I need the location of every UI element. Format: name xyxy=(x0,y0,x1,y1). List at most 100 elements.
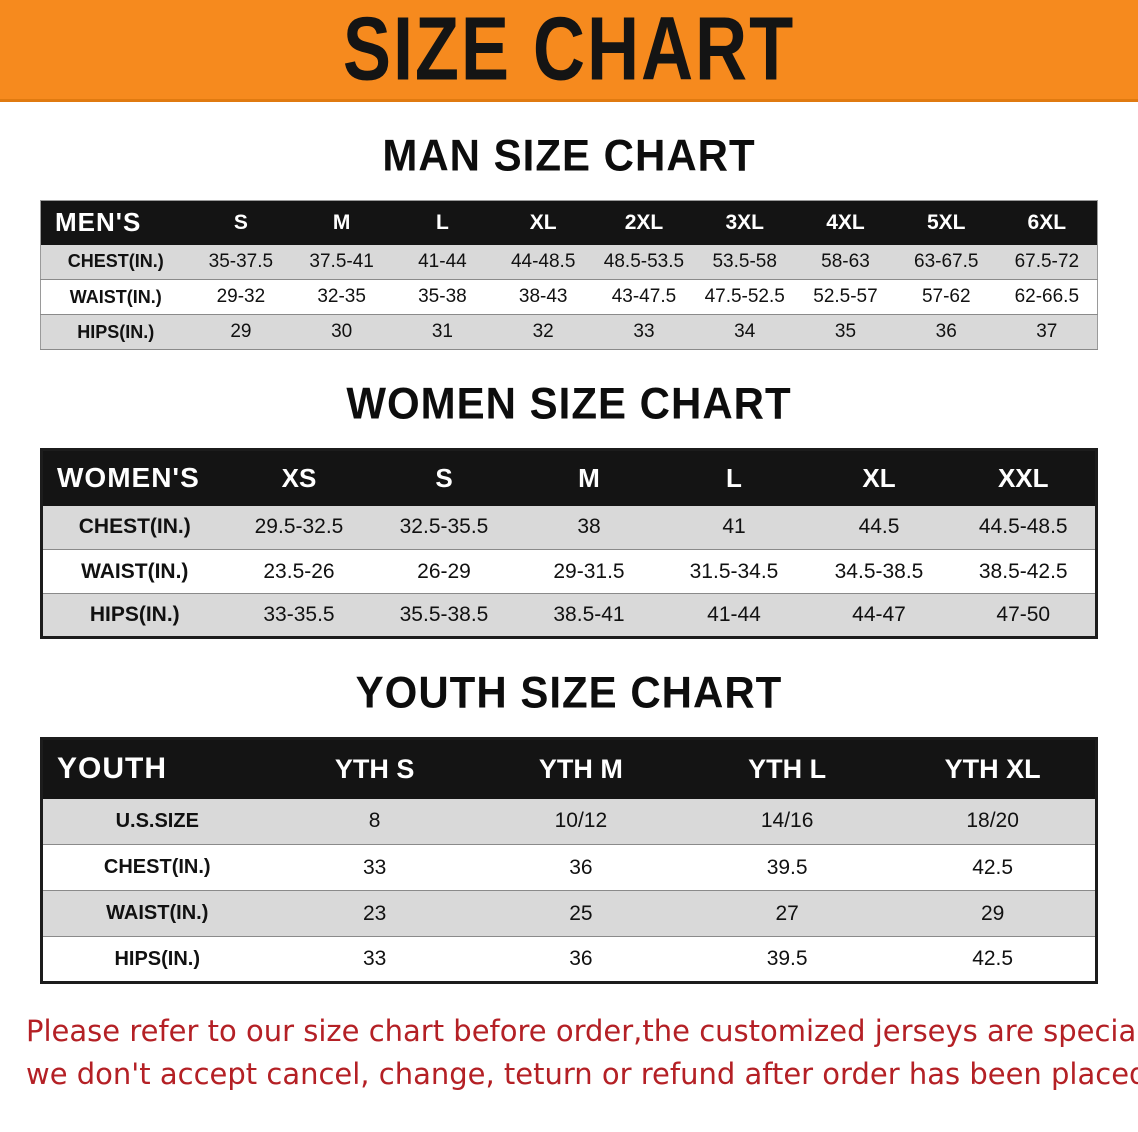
table-cell: 34 xyxy=(734,321,756,342)
table-row: WAIST(IN.) 29-32 32-35 35-38 38-43 43-47.5 47.… xyxy=(40,279,1098,315)
table-cell: 35.5-38.5 xyxy=(399,603,489,626)
row-label: WAIST(IN.) xyxy=(106,902,209,924)
row-label: WAIST(IN.) xyxy=(81,559,189,583)
banner: SIZE CHART xyxy=(0,0,1138,102)
men-size-table: MEN'S S M L XL 2XL 3XL 4XL 5XL 6XL CHEST(IN.) 35-37… xyxy=(40,200,1098,350)
table-row: HIPS(IN.) 33-35.5 35.5-38.5 38.5-41 41-44 44-… xyxy=(41,593,1097,638)
women-section-heading: WOMEN SIZE CHART xyxy=(346,378,792,429)
table-cell: 43-47.5 xyxy=(611,286,677,307)
table-row: HIPS(IN.) 29 30 31 32 33 34 35 36 37 xyxy=(40,314,1098,350)
table-cell: 39.5 xyxy=(766,947,808,970)
note-line-1: Please refer to our size chart before or… xyxy=(26,1014,1138,1048)
table-cell: 31 xyxy=(431,321,453,342)
table-cell: 42.5 xyxy=(972,855,1014,879)
column-header: M xyxy=(516,449,662,506)
women-size-table: WOMEN'S XS S M L XL XXL CHEST(IN.) 29.5-32.5 32.5… xyxy=(40,448,1098,639)
table-cell: 67.5-72 xyxy=(1014,250,1080,272)
table-cell: 35-37.5 xyxy=(208,250,274,272)
table-cell: 23 xyxy=(362,901,387,925)
table-cell: 33 xyxy=(362,855,387,879)
banner-title: SIZE CHART xyxy=(342,0,796,100)
table-cell: 33 xyxy=(633,321,655,342)
table-cell: 62-66.5 xyxy=(1014,286,1080,307)
column-header: S xyxy=(190,200,292,245)
table-cell: 26-29 xyxy=(417,559,471,583)
column-header: 3XL xyxy=(694,200,796,245)
column-header: 5XL xyxy=(895,200,997,245)
table-cell: 48.5-53.5 xyxy=(603,250,685,272)
table-cell: 44.5-48.5 xyxy=(978,515,1068,539)
table-header-row: WOMEN'S XS S M L XL XXL xyxy=(41,449,1097,506)
table-cell: 25 xyxy=(569,901,593,925)
table-cell: 32-35 xyxy=(317,286,366,307)
youth-size-table: YOUTH YTH S YTH M YTH L YTH XL U.S.SIZE 8 10/12… xyxy=(40,737,1098,984)
column-header: M xyxy=(291,200,393,245)
table-cell: 41-44 xyxy=(707,603,761,626)
table-cell: 36 xyxy=(569,855,593,879)
table-cell: 38.5-42.5 xyxy=(978,559,1068,583)
youth-section-heading: YOUTH SIZE CHART xyxy=(355,667,783,718)
table-cell: 37 xyxy=(1036,321,1058,342)
table-cell: 23.5-26 xyxy=(263,559,335,583)
column-header: YTH M xyxy=(477,738,684,799)
table-cell: 41 xyxy=(722,515,746,539)
note-line-2: we don't accept cancel, change, teturn o… xyxy=(26,1057,1138,1092)
table-cell: 57-62 xyxy=(921,286,971,307)
column-header: XL xyxy=(492,200,594,245)
table-corner-label: MEN'S xyxy=(40,200,191,245)
youth-size-section: YOUTH SIZE CHART YOUTH YTH S YTH M YTH L YTH… xyxy=(0,667,1138,984)
row-label: HIPS(IN.) xyxy=(89,603,180,626)
column-header: 4XL xyxy=(795,200,896,245)
table-cell: 35-38 xyxy=(418,286,467,307)
table-cell: 27 xyxy=(775,901,799,925)
table-cell: 44.5 xyxy=(858,515,900,539)
table-cell: 41-44 xyxy=(418,250,467,272)
table-cell: 10/12 xyxy=(554,809,608,833)
table-cell: 42.5 xyxy=(972,947,1014,970)
table-row: WAIST(IN.) 23 25 27 29 xyxy=(41,890,1097,937)
table-cell: 44-47 xyxy=(852,603,906,626)
row-label: HIPS(IN.) xyxy=(77,321,155,342)
table-row: CHEST(IN.) 33 36 39.5 42.5 xyxy=(41,844,1097,891)
footer-note: Please refer to our size chart before or… xyxy=(0,1012,1138,1094)
table-cell: 29.5-32.5 xyxy=(254,515,344,539)
row-label: CHEST(IN.) xyxy=(78,515,191,539)
column-header: L xyxy=(392,200,493,245)
column-header: XXL xyxy=(951,449,1097,506)
table-row: CHEST(IN.) 35-37.5 37.5-41 41-44 44-48.5 48.5… xyxy=(40,244,1098,280)
table-row: U.S.SIZE 8 10/12 14/16 18/20 xyxy=(41,798,1097,845)
column-header: YTH XL xyxy=(890,738,1097,799)
table-cell: 47.5-52.5 xyxy=(704,286,785,307)
table-header-row: MEN'S S M L XL 2XL 3XL 4XL 5XL 6XL xyxy=(40,200,1098,245)
column-header: S xyxy=(371,449,517,506)
table-cell: 44-48.5 xyxy=(510,250,576,272)
table-cell: 36 xyxy=(569,947,593,970)
table-corner-label: WOMEN'S xyxy=(41,449,227,506)
table-cell: 35 xyxy=(834,321,857,342)
column-header: L xyxy=(661,449,807,506)
table-row: HIPS(IN.) 33 36 39.5 42.5 xyxy=(41,936,1097,983)
table-cell: 33-35.5 xyxy=(263,603,335,626)
table-cell: 52.5-57 xyxy=(813,286,878,307)
table-cell: 47-50 xyxy=(996,603,1051,626)
table-cell: 18/20 xyxy=(966,809,1019,833)
table-cell: 30 xyxy=(331,321,353,342)
men-section-heading: MAN SIZE CHART xyxy=(382,130,756,181)
table-cell: 53.5-58 xyxy=(712,250,777,272)
row-label: CHEST(IN.) xyxy=(67,251,164,272)
table-cell: 29 xyxy=(980,901,1005,925)
women-size-section: WOMEN SIZE CHART WOMEN'S XS S M L XL XXL CHEST(… xyxy=(0,378,1138,639)
table-cell: 32 xyxy=(532,321,554,342)
table-cell: 37.5-41 xyxy=(309,250,374,272)
table-cell: 29-31.5 xyxy=(553,559,625,583)
row-label: U.S.SIZE xyxy=(115,809,199,832)
table-cell: 29 xyxy=(230,321,252,342)
table-cell: 63-67.5 xyxy=(914,250,979,272)
table-cell: 32.5-35.5 xyxy=(399,515,489,539)
table-cell: 33 xyxy=(362,947,387,970)
table-row: WAIST(IN.) 23.5-26 26-29 29-31.5 31.5-34.5 34… xyxy=(41,549,1097,594)
table-cell: 31.5-34.5 xyxy=(689,559,779,583)
table-cell: 34.5-38.5 xyxy=(834,559,924,583)
column-header: 6XL xyxy=(996,200,1098,245)
